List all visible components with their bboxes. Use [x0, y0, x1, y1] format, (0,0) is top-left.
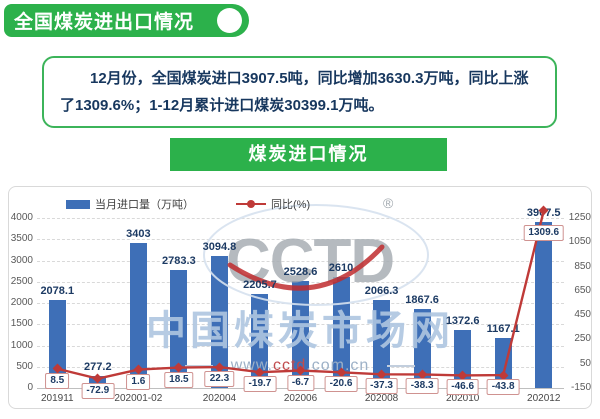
bar-value-label: 2066.3: [364, 285, 399, 298]
banner-circle-icon: [217, 8, 242, 33]
grid-line: [37, 260, 564, 262]
page-title: 全国煤炭进出口情况: [14, 12, 195, 33]
x-axis-tick-label: 202010: [445, 393, 480, 404]
summary-text: 12月份，全国煤炭进口3907.5吨，同比增加3630.3万吨，同比上涨了130…: [60, 70, 529, 114]
legend-line-swatch-icon: [236, 200, 266, 208]
line-point-label: -72.9: [81, 382, 115, 399]
bar-value-label: 1372.6: [445, 314, 480, 327]
bar-value-label: 3403: [126, 228, 151, 241]
bar-value-label: 2205.7: [243, 279, 277, 292]
bar-value-label: 2528.6: [283, 265, 318, 278]
left-axis-tick-label: 3500: [10, 233, 33, 245]
summary-box: 12月份，全国煤炭进口3907.5吨，同比增加3630.3万吨，同比上涨了130…: [42, 56, 557, 128]
left-axis-tick-label: 2500: [10, 275, 33, 287]
page-header-banner: 全国煤炭进出口情况: [4, 4, 249, 37]
legend-bar-swatch-icon: [66, 199, 90, 209]
line-point-label: 22.3: [204, 371, 235, 388]
bar-value-label: 2783.3: [162, 254, 196, 267]
line-point-label: -37.3: [365, 378, 398, 395]
right-axis-tick-label: 450: [574, 309, 591, 321]
right-axis-tick-label: 1250: [568, 212, 591, 223]
line-point-label: -19.7: [243, 376, 277, 393]
left-axis-tick-label: 1000: [10, 339, 33, 351]
legend-line-dot-icon: [247, 200, 255, 208]
grid-line: [37, 239, 564, 241]
left-axis-tick-label: 4000: [10, 212, 33, 223]
x-axis-tick-label: 202006: [283, 393, 318, 404]
chart-panel: 当月进口量（万吨） 同比(%) ® CCTD 中国煤炭市场网 www.cctd.…: [8, 186, 592, 409]
legend-item-line: 同比(%): [236, 197, 310, 211]
line-point-label: 18.5: [164, 371, 194, 388]
bar: [535, 221, 553, 388]
right-axis-tick-label: 850: [574, 260, 591, 272]
bar-value-label: 2610: [328, 262, 354, 275]
x-axis-tick-label: 201911: [40, 393, 74, 404]
right-axis-tick-label: 250: [574, 333, 591, 345]
right-axis-tick-label: 1050: [568, 236, 591, 248]
registered-trademark-icon: ®: [383, 195, 394, 211]
right-axis-tick-label: 650: [574, 284, 591, 296]
line-point-label: -20.6: [324, 376, 358, 393]
legend-bar-label: 当月进口量（万吨）: [95, 199, 194, 211]
legend-item-bar: 当月进口量（万吨）: [66, 197, 194, 211]
legend-line-label: 同比(%): [271, 199, 311, 211]
bar-value-label: 2078.1: [40, 284, 75, 297]
line-point-label: -38.3: [405, 378, 439, 395]
left-axis-tick-label: 2000: [10, 297, 33, 308]
bar-value-label: 1867.6: [405, 293, 439, 306]
left-axis-tick-label: 1500: [10, 318, 33, 330]
line-point-label: -46.6: [446, 379, 480, 396]
right-axis-tick-label: -150: [570, 382, 591, 393]
bar-value-label: 277.2: [84, 361, 112, 374]
x-axis-tick-label: 202001-02: [114, 393, 163, 404]
x-axis-tick-label: 202004: [202, 393, 237, 404]
bar-value-label: 3094.8: [202, 241, 237, 254]
plot-area: 4000 3500 3000 2500 2000 1500 1000 500 0 1250 1050…: [9, 187, 593, 410]
line-point-label: 8.5: [45, 372, 70, 389]
line-point-label: -43.8: [486, 379, 520, 396]
left-axis-tick-label: 500: [16, 360, 33, 372]
left-axis-tick-label: 3000: [10, 254, 33, 266]
grid-line: [37, 218, 564, 219]
line-point-label: -6.7: [286, 374, 315, 391]
x-axis-tick-label: 202008: [364, 393, 399, 404]
line-point-label: 1309.6: [523, 224, 565, 241]
line-point-label: 1.6: [126, 373, 151, 390]
left-axis-tick-label: 0: [27, 382, 33, 393]
section-title: 煤炭进口情况: [170, 138, 447, 171]
right-axis-tick-label: 50: [579, 357, 591, 369]
bar-value-label: 1167.1: [486, 323, 520, 336]
x-axis-tick-label: 202012: [527, 393, 561, 404]
